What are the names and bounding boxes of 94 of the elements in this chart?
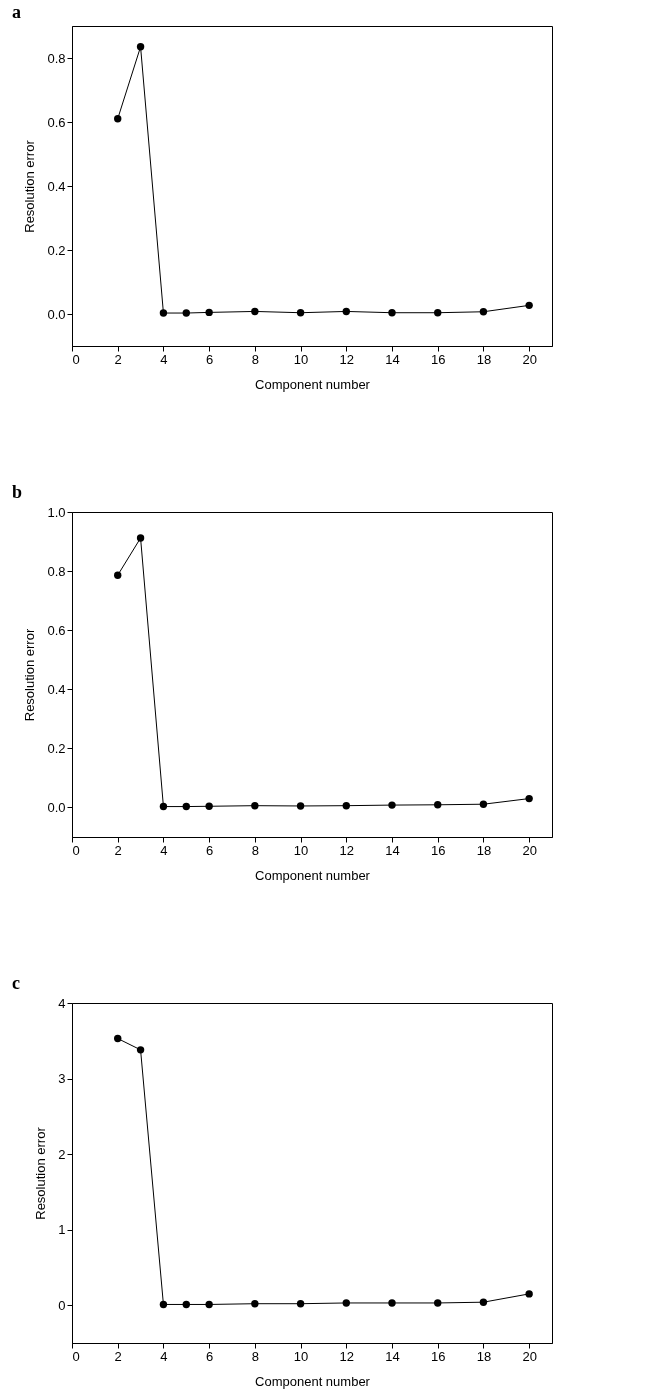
point	[296, 802, 305, 810]
x-tick-label: 8	[251, 1348, 259, 1364]
point	[205, 1300, 213, 1309]
x-tick-label: 10	[293, 1348, 309, 1364]
x-tick-label: 20	[522, 351, 537, 367]
point	[342, 1299, 350, 1307]
point	[114, 571, 122, 579]
x-tick-label: 4	[160, 1348, 168, 1364]
x-tick-label: 10	[293, 842, 309, 858]
chart-title: c	[12, 973, 20, 993]
x-tick-label: 6	[206, 1348, 214, 1364]
point	[342, 801, 350, 810]
x-tick-label: 0	[72, 351, 80, 367]
x-tick-label: 16	[430, 1348, 446, 1364]
x-tick-label: 16	[430, 842, 446, 858]
point	[182, 309, 190, 317]
point	[114, 1034, 122, 1043]
x-tick-label: 12	[339, 842, 355, 858]
point	[136, 1046, 145, 1054]
point	[342, 307, 350, 316]
point	[388, 801, 396, 809]
x-axis-title: Component number	[255, 867, 371, 883]
x-tick-label: 20	[522, 842, 537, 858]
x-axis-title: Component number	[255, 1373, 371, 1389]
x-tick-label: 2	[114, 842, 122, 858]
x-tick-label: 8	[251, 842, 259, 858]
y-tick-label: 0.2	[47, 242, 66, 258]
y-tick-label: 0.6	[47, 622, 66, 638]
y-tick-label: 4	[58, 995, 66, 1011]
x-tick-label: 2	[114, 351, 122, 367]
point	[434, 801, 442, 809]
point	[159, 802, 168, 811]
y-tick-label: 0.0	[47, 306, 66, 322]
point	[388, 1299, 396, 1307]
x-tick-label: 12	[339, 351, 355, 367]
point	[525, 301, 533, 310]
y-axis-title: Resolution error	[33, 1126, 49, 1220]
x-tick-label: 4	[160, 842, 168, 858]
point	[136, 43, 145, 51]
point	[388, 309, 396, 317]
point	[434, 309, 442, 317]
chart-title: a	[12, 2, 21, 22]
y-tick-label: 0.4	[47, 178, 66, 194]
chart-title: b	[12, 482, 23, 502]
point	[296, 1300, 305, 1308]
point	[479, 800, 488, 808]
y-tick-label: 0.0	[47, 799, 66, 815]
point	[525, 794, 533, 803]
x-tick-label: 14	[385, 842, 400, 858]
point	[434, 1299, 442, 1307]
x-tick-label: 6	[206, 842, 214, 858]
x-tick-label: 8	[251, 351, 259, 367]
x-axis-title: Component number	[255, 376, 371, 392]
y-tick-label: 0.2	[47, 740, 66, 756]
y-tick-label: 0.8	[47, 50, 66, 66]
point	[205, 308, 213, 317]
y-tick-label: 1.0	[47, 504, 66, 520]
point	[136, 534, 145, 542]
y-tick-label: 0.8	[47, 563, 66, 579]
x-tick-label: 6	[206, 351, 214, 367]
x-tick-label: 2	[114, 1348, 122, 1364]
point	[114, 115, 122, 123]
x-tick-label: 18	[476, 842, 492, 858]
x-tick-label: 18	[476, 351, 492, 367]
y-axis-title: Resolution error	[22, 139, 38, 233]
y-tick-label: 1	[58, 1222, 66, 1238]
y-tick-label: 2	[58, 1146, 66, 1162]
point	[479, 1298, 488, 1306]
point	[182, 1300, 190, 1309]
x-tick-label: 4	[160, 351, 168, 367]
x-tick-label: 14	[385, 1348, 400, 1364]
y-tick-label: 0.6	[47, 114, 66, 130]
y-axis-title: Resolution error	[22, 628, 38, 722]
point	[205, 802, 213, 810]
point	[159, 309, 168, 317]
x-tick-label: 20	[522, 1348, 537, 1364]
point	[479, 308, 488, 316]
x-tick-label: 16	[430, 351, 446, 367]
x-tick-label: 18	[476, 1348, 492, 1364]
point	[296, 309, 305, 317]
x-tick-label: 14	[385, 351, 400, 367]
x-tick-label: 0	[72, 1348, 80, 1364]
y-tick-label: 0.4	[47, 681, 66, 697]
y-tick-label: 3	[58, 1071, 66, 1087]
point	[251, 1300, 259, 1308]
x-tick-label: 10	[293, 351, 309, 367]
point	[251, 801, 259, 810]
point	[182, 802, 190, 811]
point	[159, 1300, 168, 1309]
point	[251, 307, 259, 316]
x-tick-label: 0	[72, 842, 80, 858]
point	[525, 1290, 533, 1298]
x-tick-label: 12	[339, 1348, 355, 1364]
y-tick-label: 0	[58, 1297, 66, 1313]
